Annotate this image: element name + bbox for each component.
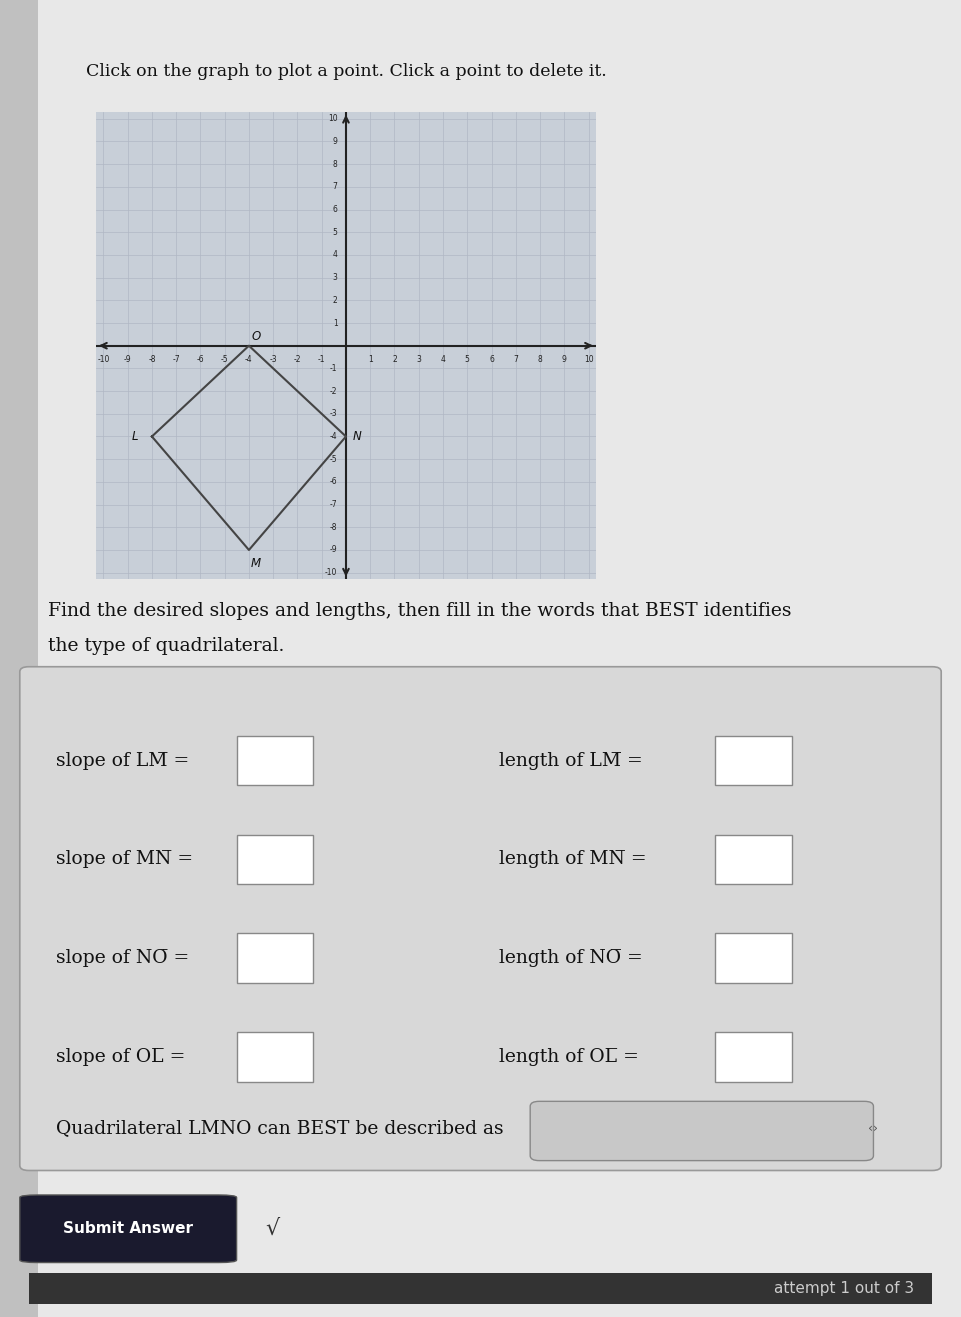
Text: O: O (252, 331, 260, 344)
Text: -2: -2 (294, 354, 301, 363)
Text: -10: -10 (325, 568, 337, 577)
Text: -6: -6 (330, 477, 337, 486)
Text: -5: -5 (330, 454, 337, 464)
Text: slope of MN̅ =: slope of MN̅ = (56, 851, 193, 868)
Text: 4: 4 (333, 250, 337, 259)
FancyBboxPatch shape (715, 1033, 792, 1081)
Text: 10: 10 (583, 354, 593, 363)
Text: 8: 8 (333, 159, 337, 169)
Text: -1: -1 (330, 363, 337, 373)
Text: -1: -1 (318, 354, 326, 363)
Text: √: √ (265, 1218, 280, 1239)
Text: 1: 1 (333, 319, 337, 328)
Text: -8: -8 (148, 354, 156, 363)
Text: 8: 8 (537, 354, 542, 363)
Text: 2: 2 (392, 354, 397, 363)
Text: length of MN̅ =: length of MN̅ = (499, 851, 646, 868)
Text: length of LM̅ =: length of LM̅ = (499, 752, 642, 769)
Text: -5: -5 (221, 354, 229, 363)
Text: 7: 7 (513, 354, 518, 363)
FancyBboxPatch shape (20, 666, 941, 1171)
Text: M: M (251, 557, 261, 570)
Text: 6: 6 (489, 354, 494, 363)
Text: 3: 3 (416, 354, 421, 363)
Text: L: L (132, 429, 138, 443)
Text: N: N (353, 429, 361, 443)
Text: 7: 7 (333, 182, 337, 191)
FancyBboxPatch shape (236, 835, 313, 884)
Text: 9: 9 (333, 137, 337, 146)
Text: Click on the graph to plot a point. Click a point to delete it.: Click on the graph to plot a point. Clic… (86, 63, 607, 80)
FancyBboxPatch shape (715, 835, 792, 884)
Text: length of NO̅ =: length of NO̅ = (499, 950, 642, 967)
Text: -4: -4 (330, 432, 337, 441)
Text: 10: 10 (328, 115, 337, 124)
Text: -2: -2 (330, 387, 337, 395)
Text: -3: -3 (269, 354, 277, 363)
FancyBboxPatch shape (530, 1101, 874, 1160)
Text: 2: 2 (333, 296, 337, 304)
Text: -7: -7 (172, 354, 180, 363)
Text: -10: -10 (97, 354, 110, 363)
Text: 6: 6 (333, 205, 337, 215)
Text: Find the desired slopes and lengths, then fill in the words that BEST identifies: Find the desired slopes and lengths, the… (48, 602, 792, 620)
Text: 3: 3 (333, 273, 337, 282)
Text: -4: -4 (245, 354, 253, 363)
Text: length of OL̅ =: length of OL̅ = (499, 1048, 638, 1065)
Bar (29, 1272, 932, 1304)
Text: 9: 9 (562, 354, 567, 363)
Text: -8: -8 (330, 523, 337, 532)
Text: Submit Answer: Submit Answer (63, 1221, 193, 1237)
FancyBboxPatch shape (20, 1195, 236, 1263)
Text: 5: 5 (465, 354, 470, 363)
FancyBboxPatch shape (236, 934, 313, 982)
FancyBboxPatch shape (236, 1033, 313, 1081)
Text: slope of NO̅ =: slope of NO̅ = (56, 950, 189, 967)
Text: -7: -7 (330, 500, 337, 510)
FancyBboxPatch shape (236, 736, 313, 785)
Text: ‹›: ‹› (869, 1122, 878, 1135)
Text: slope of OL̅ =: slope of OL̅ = (56, 1048, 185, 1065)
FancyBboxPatch shape (715, 736, 792, 785)
Text: -9: -9 (330, 545, 337, 554)
Text: 1: 1 (368, 354, 373, 363)
Text: 5: 5 (333, 228, 337, 237)
FancyBboxPatch shape (715, 934, 792, 982)
Text: the type of quadrilateral.: the type of quadrilateral. (48, 637, 284, 656)
Text: 4: 4 (440, 354, 446, 363)
Text: Quadrilateral LMNO can BEST be described as: Quadrilateral LMNO can BEST be described… (56, 1119, 504, 1138)
Text: attempt 1 out of 3: attempt 1 out of 3 (774, 1281, 914, 1296)
Text: -3: -3 (330, 410, 337, 419)
Text: -6: -6 (197, 354, 205, 363)
Text: -9: -9 (124, 354, 132, 363)
Text: slope of LM̅ =: slope of LM̅ = (56, 752, 189, 769)
